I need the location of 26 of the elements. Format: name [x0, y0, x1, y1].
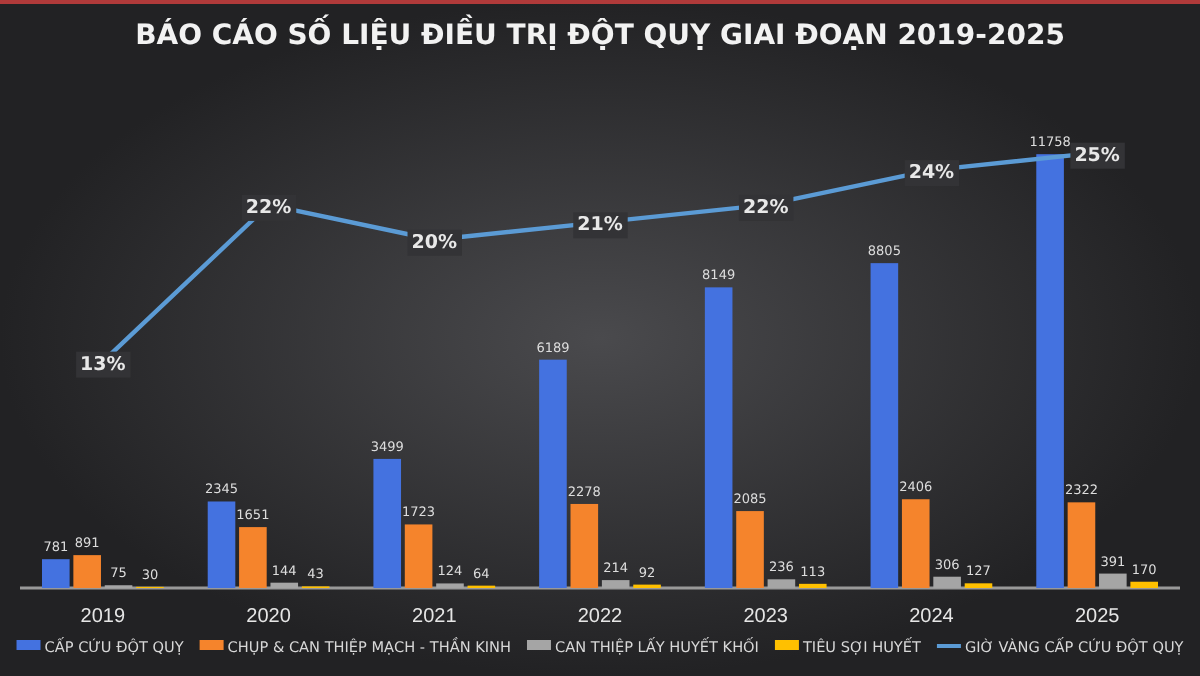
bar: [207, 501, 236, 588]
data-label: 13%: [80, 353, 127, 376]
bar: [1036, 154, 1064, 588]
data-label: 20%: [411, 231, 458, 254]
bar: [736, 511, 764, 588]
x-tick-label: 2022: [577, 606, 624, 629]
data-label: 21%: [577, 214, 624, 237]
bar: [1130, 581, 1159, 588]
bar: [901, 499, 930, 588]
x-tick-label: 2019: [80, 606, 126, 629]
bar: [539, 359, 567, 588]
bar: [704, 287, 733, 588]
x-tick-label: 2023: [743, 606, 789, 629]
bar: [239, 527, 267, 588]
chart-title: BÁO CÁO SỐ LIỆU ĐIỀU TRỊ ĐỘT QUỴ GIAI ĐOẠN 2019-2025: [135, 14, 1065, 52]
bar: [373, 458, 402, 588]
bar: [73, 555, 101, 588]
x-tick-label: 2020: [246, 606, 292, 629]
x-tick-label: 2025: [1074, 606, 1121, 629]
x-tick-label: 2024: [909, 606, 955, 629]
bar: [404, 524, 433, 588]
bar: [1067, 502, 1096, 588]
bar: [870, 263, 899, 588]
bar: [570, 503, 599, 588]
x-tick-label: 2021: [412, 606, 458, 629]
bar: [41, 559, 70, 588]
